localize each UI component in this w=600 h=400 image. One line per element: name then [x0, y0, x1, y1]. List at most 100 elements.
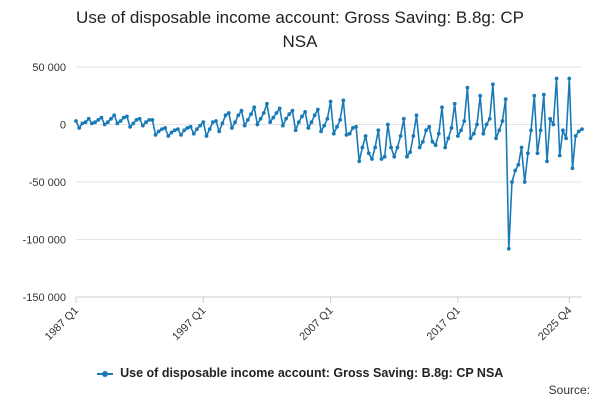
data-point — [538, 128, 543, 133]
data-point — [370, 157, 374, 161]
data-point — [500, 119, 505, 123]
data-point — [77, 126, 82, 130]
data-point — [210, 120, 215, 125]
data-point — [405, 154, 409, 159]
data-point — [344, 132, 349, 137]
data-point — [105, 120, 110, 125]
data-point — [271, 115, 276, 120]
data-point — [226, 111, 231, 115]
data-point — [551, 122, 556, 127]
data-point — [436, 131, 441, 136]
data-point — [182, 128, 187, 133]
data-point — [163, 126, 168, 130]
data-point — [347, 131, 352, 136]
data-point — [287, 112, 292, 117]
data-point — [354, 124, 358, 129]
data-point — [350, 126, 355, 130]
data-point — [125, 114, 129, 119]
data-point — [115, 121, 120, 126]
data-point — [424, 128, 428, 133]
data-point — [284, 116, 288, 121]
data-point — [567, 76, 572, 81]
data-point — [239, 108, 244, 113]
data-point — [242, 123, 247, 128]
data-point — [462, 119, 467, 123]
data-point — [131, 121, 136, 126]
data-point — [427, 124, 432, 129]
data-point — [398, 134, 403, 138]
data-point — [153, 132, 158, 137]
data-point — [140, 123, 145, 128]
data-point — [102, 122, 107, 127]
data-point — [373, 145, 378, 150]
data-point — [570, 166, 575, 171]
data-point — [513, 168, 518, 173]
data-point — [220, 121, 225, 126]
data-point — [506, 246, 511, 251]
data-point — [83, 120, 88, 125]
data-point — [357, 159, 362, 164]
chart-legend[interactable]: Use of disposable income account: Gross … — [0, 366, 600, 380]
x-tick-label: 2017 Q1 — [425, 305, 463, 343]
data-point — [392, 154, 397, 159]
data-point — [452, 101, 457, 106]
data-point — [255, 122, 260, 127]
data-point — [573, 134, 578, 138]
data-point — [160, 127, 164, 131]
data-point — [198, 123, 203, 128]
data-point — [484, 122, 489, 127]
data-point — [557, 153, 562, 158]
data-point — [510, 180, 514, 184]
data-point — [112, 113, 117, 118]
data-point — [395, 145, 400, 150]
data-point — [312, 113, 317, 118]
data-point — [121, 115, 126, 120]
data-point — [535, 151, 540, 156]
data-point — [74, 119, 78, 123]
data-point — [290, 108, 295, 113]
data-point — [379, 157, 384, 161]
data-point — [293, 128, 298, 133]
data-point — [90, 121, 94, 126]
data-point — [169, 130, 174, 135]
data-point — [261, 111, 266, 115]
data-point — [191, 131, 196, 136]
data-point — [204, 134, 209, 138]
data-point — [134, 118, 139, 122]
y-tick-label: -100 000 — [23, 235, 66, 247]
data-point — [128, 124, 133, 129]
data-point — [468, 136, 473, 141]
data-point — [417, 145, 422, 150]
data-point — [481, 131, 486, 136]
data-point — [490, 82, 495, 87]
data-point — [580, 127, 584, 131]
data-point — [459, 128, 463, 133]
data-point — [376, 128, 381, 133]
data-point — [109, 116, 113, 121]
data-point — [328, 99, 333, 104]
data-point — [525, 151, 530, 156]
data-point — [411, 134, 416, 138]
y-tick-label: -150 000 — [23, 292, 66, 304]
data-point — [172, 128, 177, 133]
data-point — [475, 122, 479, 127]
data-point — [487, 116, 492, 121]
chart-title-line-2: NSA — [282, 32, 318, 51]
data-point — [217, 129, 222, 134]
data-point — [529, 128, 533, 133]
data-point — [309, 120, 314, 125]
data-point — [366, 151, 371, 156]
x-tick-label: 2025 Q4 — [536, 305, 574, 343]
y-tick-label: 50 000 — [32, 62, 66, 74]
data-point — [80, 121, 85, 126]
data-point — [303, 109, 308, 114]
data-point — [325, 116, 330, 121]
data-point — [214, 119, 218, 123]
data-point — [268, 120, 273, 125]
chart-title-line-1: Use of disposable income account: Gross … — [76, 8, 524, 27]
data-point — [201, 120, 206, 125]
data-point — [465, 85, 470, 90]
data-point — [341, 98, 346, 103]
y-tick-label: 0 — [60, 120, 66, 132]
data-point — [545, 159, 549, 164]
